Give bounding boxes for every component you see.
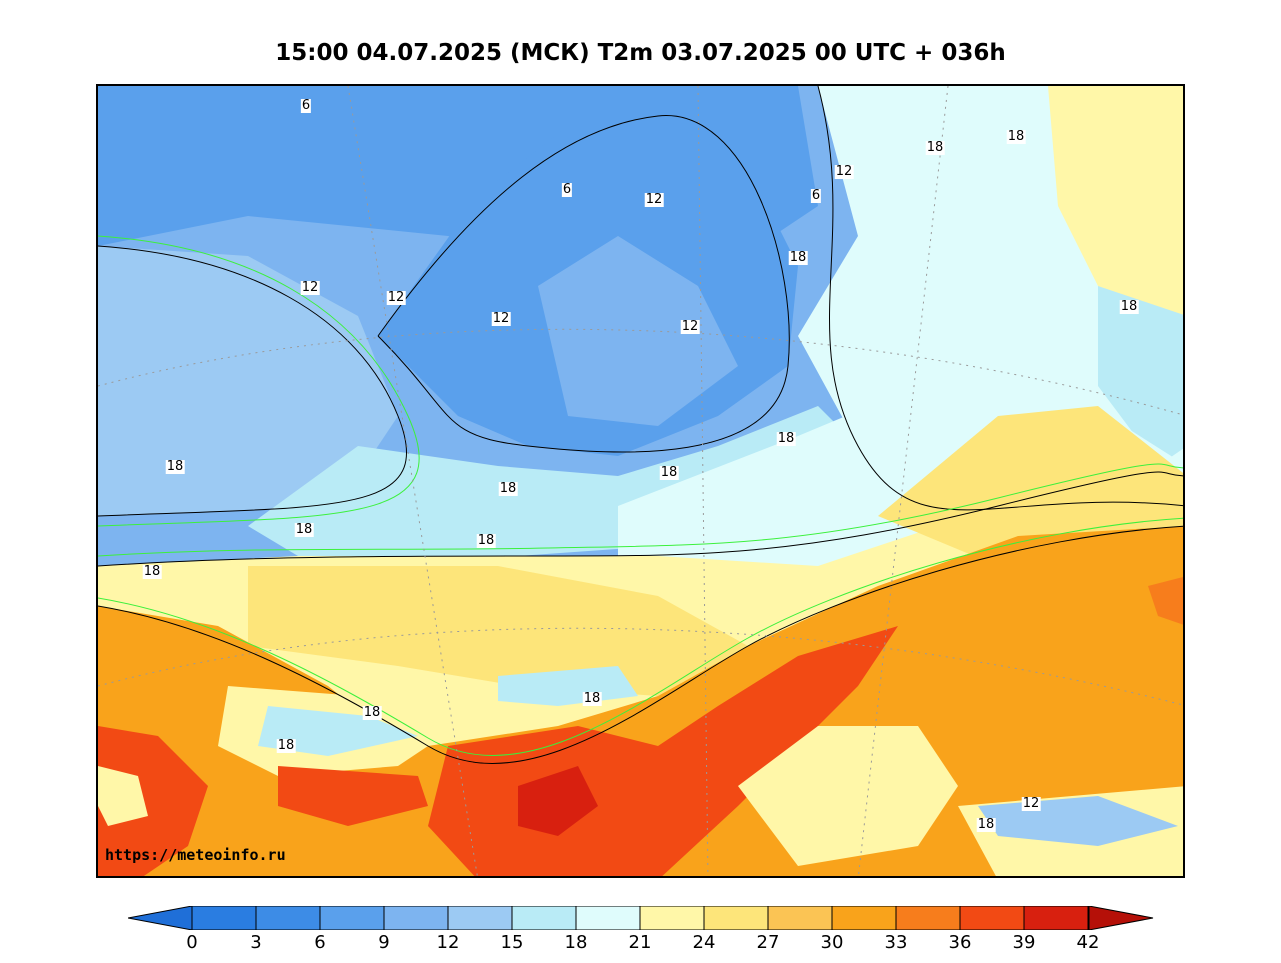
alps-cool-field — [258, 706, 418, 756]
contour-label: 12 — [491, 311, 511, 326]
colorbar-under-arrow — [128, 906, 193, 930]
isotherm-lines — [98, 86, 1183, 764]
colorbar-tick-label: 9 — [378, 932, 390, 953]
colorbar-cell — [511, 906, 577, 930]
contour-label: 18 — [776, 431, 796, 446]
contour-label: 18 — [788, 250, 808, 265]
contour-label: 12 — [680, 319, 700, 334]
colorbar-tick-label: 6 — [314, 932, 326, 953]
contour-label: 12 — [1021, 796, 1041, 811]
colorbar-cell — [703, 906, 769, 930]
colorbar-cells — [191, 906, 1089, 930]
contour-label: 6 — [810, 188, 822, 203]
colorbar-cell — [831, 906, 897, 930]
source-credit: https://meteoinfo.ru — [105, 846, 286, 864]
contour-label: 6 — [300, 98, 312, 113]
contour-label: 12 — [834, 164, 854, 179]
colorbar-tick-label: 15 — [500, 932, 524, 953]
colorbar-tick-label: 36 — [948, 932, 972, 953]
colorbar-tick-label: 39 — [1012, 932, 1036, 953]
tyrrhenian-field — [98, 766, 148, 826]
colorbar-cell — [319, 906, 385, 930]
contour-label: 12 — [386, 290, 406, 305]
contour-label: 18 — [659, 465, 679, 480]
colorbar-cell — [959, 906, 1025, 930]
temperature-map: 6 6 6 12 12 12 12 12 12 12 18 18 18 18 1… — [96, 84, 1185, 878]
colorbar-cell — [191, 906, 257, 930]
graticule — [98, 86, 1183, 876]
contour-label: 18 — [498, 481, 518, 496]
carpathian-cool-field — [498, 666, 638, 706]
contour-label: 18 — [582, 691, 602, 706]
colorbar-tick-label: 24 — [692, 932, 716, 953]
contour-label: 18 — [925, 140, 945, 155]
contour-label: 18 — [276, 738, 296, 753]
colorbar-cell — [895, 906, 961, 930]
colorbar-tick-label: 3 — [250, 932, 262, 953]
temperature-field — [98, 86, 1183, 876]
map-title: 15:00 04.07.2025 (МСК) T2m 03.07.2025 00… — [275, 40, 1006, 66]
colorbar-cell — [383, 906, 449, 930]
colorbar-cell — [767, 906, 833, 930]
contour-label: 18 — [294, 522, 314, 537]
atlantic-field — [98, 246, 398, 516]
poland-warmer-field — [248, 566, 748, 696]
contour-label: 12 — [644, 192, 664, 207]
contour-label: 6 — [561, 182, 573, 197]
colorbar — [128, 906, 1154, 930]
contour-label: 18 — [1006, 129, 1026, 144]
colorbar-tick-label: 0 — [186, 932, 198, 953]
colorbar-over-arrow — [1088, 906, 1154, 930]
contour-label: 18 — [362, 705, 382, 720]
colorbar-tick-label: 30 — [820, 932, 844, 953]
pannonian-hot-field — [278, 766, 428, 826]
colorbar-tick-label: 18 — [564, 932, 588, 953]
colorbar-tick-label: 33 — [884, 932, 908, 953]
contour-label: 18 — [142, 564, 162, 579]
colorbar-cell — [1023, 906, 1089, 930]
contour-label: 18 — [165, 459, 185, 474]
northeast-warm-field — [1048, 86, 1183, 325]
ural-cool-field — [1098, 286, 1183, 466]
italy-hot-field — [98, 726, 208, 876]
contour-label: 18 — [1119, 299, 1139, 314]
colorbar-tick-label: 27 — [756, 932, 780, 953]
colorbar-tick-label: 42 — [1076, 932, 1100, 953]
colorbar-cell — [639, 906, 705, 930]
contour-label: 18 — [976, 817, 996, 832]
contour-label: 18 — [476, 533, 496, 548]
isotherm-lines-green — [98, 235, 1183, 756]
east-hot-field — [1148, 577, 1183, 625]
finland-field — [538, 236, 738, 426]
balkans-extreme-field — [518, 766, 598, 836]
contour-label: 12 — [300, 280, 320, 295]
colorbar-cell — [447, 906, 513, 930]
colorbar-cell — [255, 906, 321, 930]
colorbar-cell — [575, 906, 641, 930]
black-sea-field — [738, 726, 958, 866]
colorbar-tick-label: 21 — [628, 932, 652, 953]
colorbar-tick-label: 12 — [436, 932, 460, 953]
